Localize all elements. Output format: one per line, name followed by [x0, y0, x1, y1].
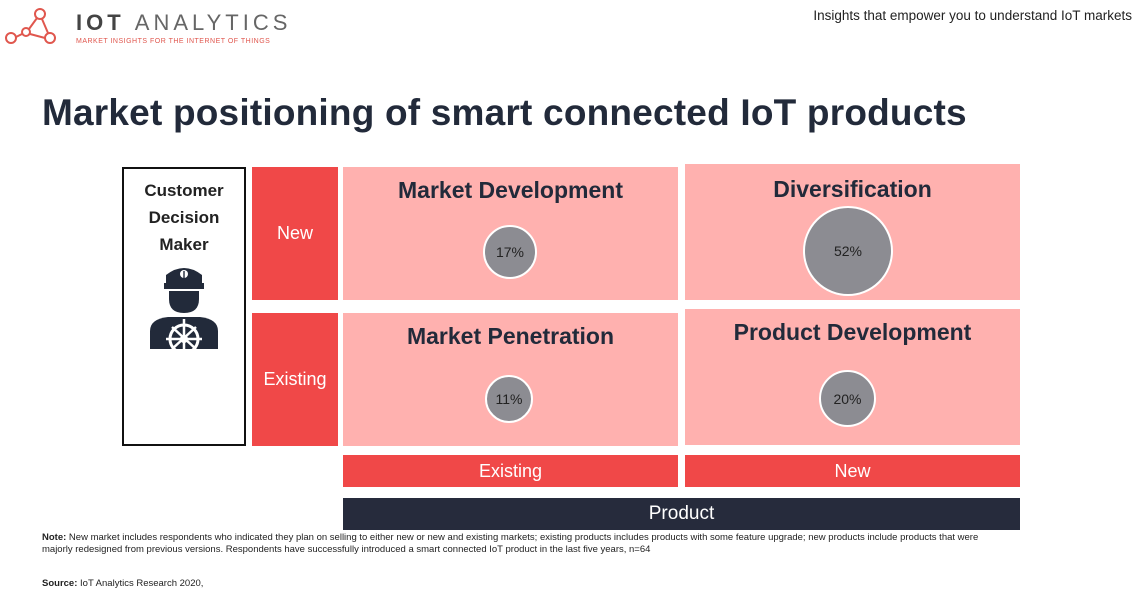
note-text: New market includes respondents who indi…: [42, 532, 979, 555]
brand-name-light: ANALYTICS: [134, 10, 292, 35]
brand-name-bold: IOT: [76, 10, 125, 35]
quadrant-market-penetration: Market Penetration 11%: [343, 313, 678, 446]
row-label-new: New: [252, 167, 338, 300]
share-bubble: 52%: [803, 206, 893, 296]
quadrant-market-development: Market Development 17%: [343, 167, 678, 300]
page-title: Market positioning of smart connected Io…: [42, 92, 967, 133]
column-label-new: New: [685, 455, 1020, 487]
source: Source: IoT Analytics Research 2020,: [42, 578, 203, 589]
row-label-existing: Existing: [252, 313, 338, 446]
share-bubble: 11%: [485, 375, 533, 423]
footnote: Note: New market includes respondents wh…: [42, 532, 1002, 556]
quadrant-title: Market Development: [398, 177, 623, 203]
network-nodes-icon: [5, 8, 56, 44]
x-axis-label: Product: [343, 498, 1020, 530]
ship-captain-icon: [150, 268, 218, 349]
brand-tagline: MARKET INSIGHTS FOR THE INTERNET OF THIN…: [76, 38, 271, 45]
quadrant-diversification: Diversification 52%: [685, 164, 1020, 300]
quadrant-product-development: Product Development 20%: [685, 309, 1020, 445]
quadrant-title: Diversification: [773, 176, 932, 202]
brand-logo: IOT ANALYTICS MARKET INSIGHTS FOR THE IN…: [2, 4, 322, 48]
quadrant-title: Market Penetration: [406, 323, 615, 349]
source-label: Source:: [42, 578, 78, 589]
share-bubble: 20%: [819, 370, 876, 427]
source-text: IoT Analytics Research 2020,: [80, 578, 204, 589]
column-label-existing: Existing: [343, 455, 678, 487]
brand-name: IOT ANALYTICS: [76, 10, 291, 36]
y-axis-box: Customer Decision Maker: [122, 167, 246, 446]
header-tagline: Insights that empower you to understand …: [813, 8, 1132, 23]
note-label: Note:: [42, 532, 67, 543]
quadrant-title: Product Development: [733, 319, 972, 345]
y-axis-label: Customer Decision Maker: [144, 181, 224, 254]
share-bubble: 17%: [483, 225, 537, 279]
